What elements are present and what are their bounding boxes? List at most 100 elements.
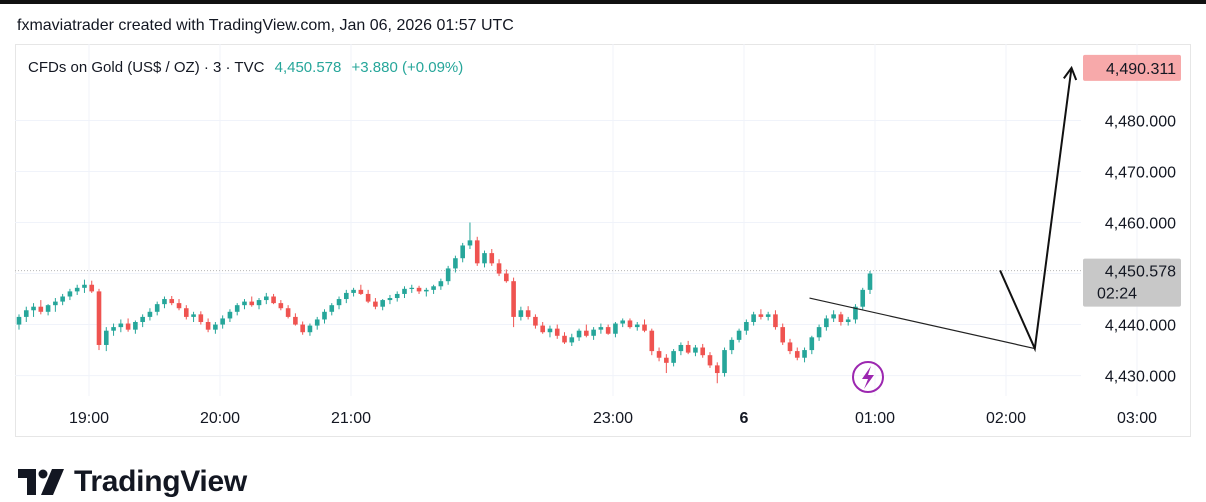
candle bbox=[794, 351, 800, 358]
candle bbox=[220, 318, 225, 325]
candle bbox=[431, 286, 436, 290]
candle bbox=[133, 322, 138, 330]
candle bbox=[263, 296, 269, 301]
candle bbox=[358, 289, 364, 294]
candle bbox=[16, 316, 22, 325]
candle bbox=[838, 314, 844, 323]
y-tick-label: 4,460.000 bbox=[1105, 216, 1176, 233]
candle bbox=[103, 330, 109, 345]
candle bbox=[642, 324, 647, 331]
candle bbox=[722, 350, 727, 374]
candle bbox=[409, 287, 415, 290]
candle bbox=[351, 289, 356, 293]
legend-symbol: CFDs on Gold (US$ / OZ) · 3 · TVC bbox=[28, 59, 265, 76]
candle bbox=[213, 324, 218, 330]
candle bbox=[504, 273, 509, 282]
candle bbox=[569, 337, 575, 343]
candle bbox=[314, 319, 320, 326]
candle bbox=[598, 327, 604, 330]
legend-change: +3.880 (+0.09%) bbox=[351, 59, 464, 76]
x-tick-label: 23:00 bbox=[593, 410, 633, 427]
candle bbox=[802, 350, 807, 358]
candle bbox=[89, 284, 95, 292]
candle bbox=[111, 327, 116, 331]
candle bbox=[707, 355, 713, 366]
candle bbox=[867, 273, 873, 290]
candle bbox=[605, 327, 611, 334]
candle bbox=[373, 301, 378, 307]
candle bbox=[67, 291, 73, 297]
candle bbox=[773, 314, 778, 328]
flash-icon[interactable] bbox=[852, 361, 884, 393]
trendline bbox=[809, 297, 1035, 350]
candle bbox=[809, 337, 815, 351]
price-chart[interactable]: 19:00 20:00 21:00 23:00 6 01:00 02:00 03:00 4,4… bbox=[15, 44, 1191, 437]
candle bbox=[176, 303, 182, 309]
candle bbox=[205, 322, 211, 330]
candle bbox=[285, 308, 291, 317]
candle bbox=[584, 330, 589, 336]
candle bbox=[118, 323, 124, 328]
y-tick-label: 4,470.000 bbox=[1105, 164, 1176, 181]
candle bbox=[744, 322, 749, 331]
candle bbox=[293, 316, 298, 325]
candle bbox=[634, 324, 640, 328]
candle bbox=[329, 305, 335, 312]
candle bbox=[154, 304, 160, 312]
candle bbox=[402, 288, 407, 294]
candle bbox=[831, 314, 836, 319]
candle bbox=[518, 310, 524, 317]
candle bbox=[416, 287, 422, 292]
candle bbox=[169, 299, 175, 304]
candle bbox=[613, 323, 618, 334]
candle bbox=[562, 335, 567, 343]
candle bbox=[714, 365, 720, 374]
tradingview-logo-icon bbox=[18, 469, 64, 495]
candle bbox=[460, 245, 465, 259]
candle bbox=[591, 329, 596, 336]
x-tick-label: 01:00 bbox=[855, 410, 895, 427]
legend-last-price: 4,450.578 bbox=[274, 59, 342, 76]
candle bbox=[700, 347, 706, 356]
y-tick-label: 4,440.000 bbox=[1105, 318, 1176, 335]
candle bbox=[336, 299, 342, 306]
candle bbox=[751, 314, 756, 323]
candle bbox=[45, 305, 51, 312]
candle bbox=[467, 240, 473, 246]
candle bbox=[540, 325, 545, 333]
candle bbox=[23, 310, 29, 317]
candle bbox=[853, 306, 858, 320]
candle bbox=[234, 305, 240, 312]
x-tick-label: 03:00 bbox=[1117, 410, 1157, 427]
bar-countdown: 02:24 bbox=[1097, 286, 1137, 303]
candle bbox=[31, 306, 36, 311]
candle bbox=[489, 253, 495, 264]
candle bbox=[307, 325, 313, 333]
x-tick-label: 21:00 bbox=[331, 410, 371, 427]
brand-name: TradingView bbox=[74, 465, 247, 498]
candle bbox=[533, 316, 538, 326]
candle bbox=[344, 292, 349, 300]
candle bbox=[511, 281, 516, 317]
x-tick-label: 19:00 bbox=[69, 410, 109, 427]
candle bbox=[387, 298, 393, 301]
candle bbox=[60, 296, 65, 302]
candle bbox=[554, 328, 560, 336]
candle bbox=[693, 347, 698, 353]
current-price-label: 4,450.578 bbox=[1105, 264, 1176, 281]
candle bbox=[271, 296, 276, 304]
candle bbox=[824, 318, 829, 328]
candle bbox=[183, 308, 189, 317]
y-tick-label: 4,430.000 bbox=[1105, 369, 1176, 386]
candle bbox=[322, 311, 327, 320]
projection-arrow bbox=[999, 67, 1073, 353]
candle bbox=[198, 314, 204, 323]
top-rule bbox=[0, 0, 1206, 4]
chart-credit: fxmaviatrader created with TradingView.c… bbox=[17, 17, 514, 34]
candle bbox=[649, 330, 655, 352]
chart-frame bbox=[15, 44, 1191, 437]
brand: TradingView bbox=[18, 465, 247, 499]
x-tick-label: 02:00 bbox=[986, 410, 1026, 427]
target-price-badge bbox=[1083, 54, 1181, 81]
x-tick-label: 6 bbox=[740, 410, 749, 427]
